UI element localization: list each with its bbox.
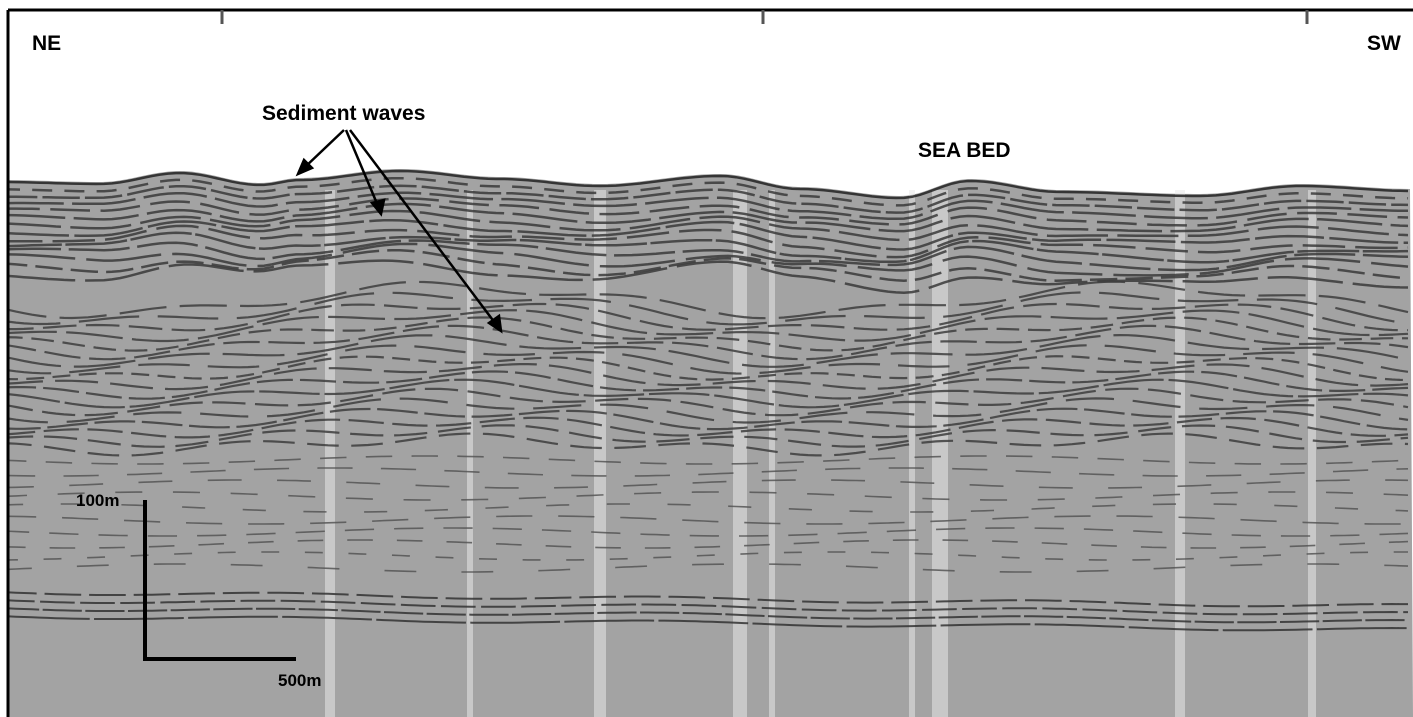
- seismic-profile: NE SW Sediment waves SEA BED 100m 500m: [0, 0, 1413, 717]
- streak: [325, 190, 335, 717]
- streak: [769, 190, 775, 717]
- scale-label: 500m: [278, 671, 321, 690]
- streak: [1308, 190, 1316, 717]
- annotation: Sediment waves: [262, 102, 425, 125]
- streak: [594, 190, 606, 717]
- streak: [932, 190, 948, 717]
- scale-label: 100m: [76, 491, 119, 510]
- streak: [733, 190, 747, 717]
- annotation: SEA BED: [918, 139, 1011, 162]
- seismic-section: [0, 169, 1413, 717]
- page: NE SW Sediment waves SEA BED 100m 500m (…: [0, 0, 1413, 717]
- direction-label: SW: [1367, 32, 1401, 55]
- streak: [467, 190, 473, 717]
- direction-label: NE: [32, 32, 61, 55]
